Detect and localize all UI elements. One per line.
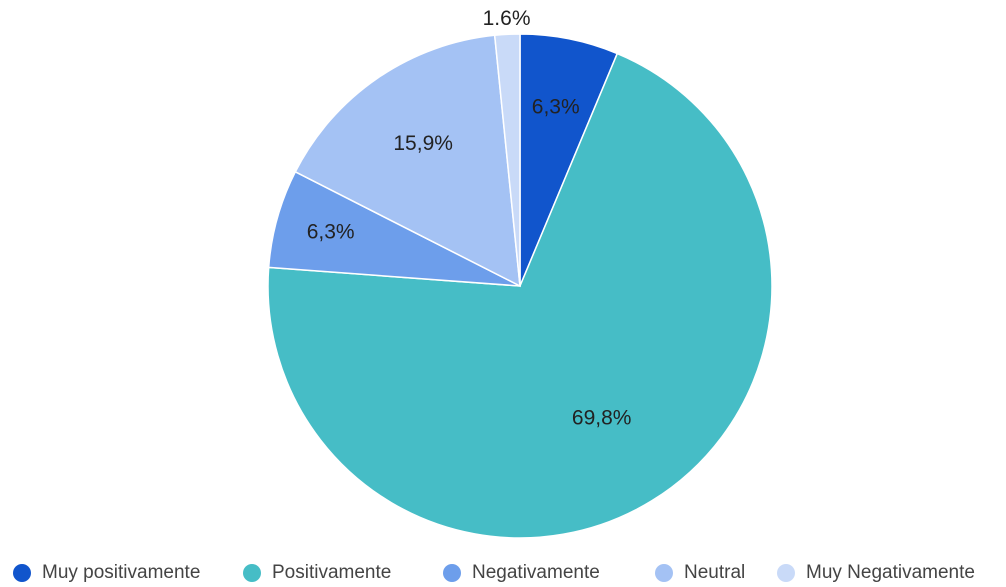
legend-swatch: [13, 564, 31, 582]
legend-item-neutral: Neutral: [655, 562, 745, 583]
slice-label-negativamente: 6,3%: [307, 221, 355, 244]
legend-item-negativamente: Negativamente: [443, 562, 600, 583]
pie-slice-positivamente: [267, 52, 773, 539]
pie-slice-labels: 6,3% 69,8% 6,3% 15,9% 1.6%: [307, 7, 632, 430]
legend-label: Negativamente: [472, 562, 600, 583]
legend-label: Neutral: [684, 562, 745, 583]
pie-slice-neutral: [294, 34, 521, 288]
legend-item-muy-positivamente: Muy positivamente: [13, 562, 200, 583]
legend-swatch: [443, 564, 461, 582]
legend-label: Muy Negativamente: [806, 562, 975, 583]
legend-swatch: [655, 564, 673, 582]
chart-legend: Muy positivamente Positivamente Negativame…: [13, 562, 975, 583]
legend-swatch: [243, 564, 261, 582]
slice-label-muy-negativamente: 1.6%: [483, 7, 531, 30]
pie-slices: [267, 33, 773, 539]
legend-label: Positivamente: [272, 562, 391, 583]
pie-slice-muy-negativamente: [493, 33, 521, 287]
legend-label: Muy positivamente: [42, 562, 200, 583]
legend-swatch: [777, 564, 795, 582]
slice-label-positivamente: 69,8%: [572, 407, 632, 430]
slice-label-neutral: 15,9%: [393, 132, 453, 155]
legend-item-positivamente: Positivamente: [243, 562, 391, 583]
legend-item-muy-negativamente: Muy Negativamente: [777, 562, 975, 583]
slice-label-muy-positivamente: 6,3%: [532, 96, 580, 119]
